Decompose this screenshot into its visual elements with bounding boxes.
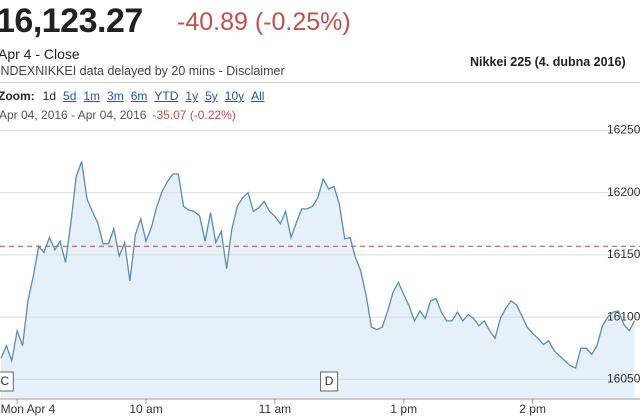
x-tick-label: 1 pm [390,402,417,416]
zoom-option[interactable]: 5y [205,89,218,103]
x-tick-label: 10 am [129,402,162,416]
annotation-label: D [325,374,334,388]
annotation-flag [0,371,14,392]
area [1,161,635,398]
zoom-option[interactable]: 6m [130,89,148,103]
zoom-option[interactable]: 3m [107,89,124,103]
y-tick-label: 16150 [607,247,640,261]
x-tick-label: 2 pm [519,402,546,416]
x-tick-label: 11 am [259,402,291,416]
zoom-option[interactable]: All [251,89,265,103]
zoom-option[interactable]: 10y [224,89,245,103]
chart: 16050 16100 16150 16200 16250 Mon Apr 4 10 am 1… [0,123,640,416]
range: Apr 04, 2016 - Apr 04, 2016 -35.07 (-0.22… [0,108,236,122]
separator [0,82,640,83]
annotation-flag [320,371,339,392]
y-tick-label: 16050 [607,372,640,386]
y-tick-label: 16250 [607,123,640,137]
zoom-label: Zoom: [0,89,35,103]
range-change: -35.07 (-0.22%) [152,108,236,122]
zoom-option[interactable]: 1m [83,89,101,103]
annotation-label: C [0,374,9,388]
price-change: -40.89 (-0.25%) [177,8,351,36]
y-tick-label: 16200 [607,185,640,199]
zoom-option[interactable]: 1d [42,89,57,103]
data-note: INDEXNIKKEI data delayed by 20 mins - Di… [0,64,285,78]
y-tick-label: 16100 [607,309,640,323]
subtitle: Apr 4 - Close [0,46,80,62]
chart-label: Nikkei 225 (4. dubna 2016) [470,55,626,69]
zoom-option[interactable]: 5d [63,89,77,103]
zoom-option[interactable]: YTD [154,89,179,103]
zoom-option[interactable]: 1y [185,89,199,103]
x-tick-label: Mon Apr 4 [1,402,56,416]
zoom-bar: Zoom: 1d 5d 1m 3m 6m YTD 1y 5y 10y All [0,89,271,103]
price: 16,123.27 [0,2,143,40]
range-dates: Apr 04, 2016 - Apr 04, 2016 [0,108,147,122]
price-line [0,161,636,370]
